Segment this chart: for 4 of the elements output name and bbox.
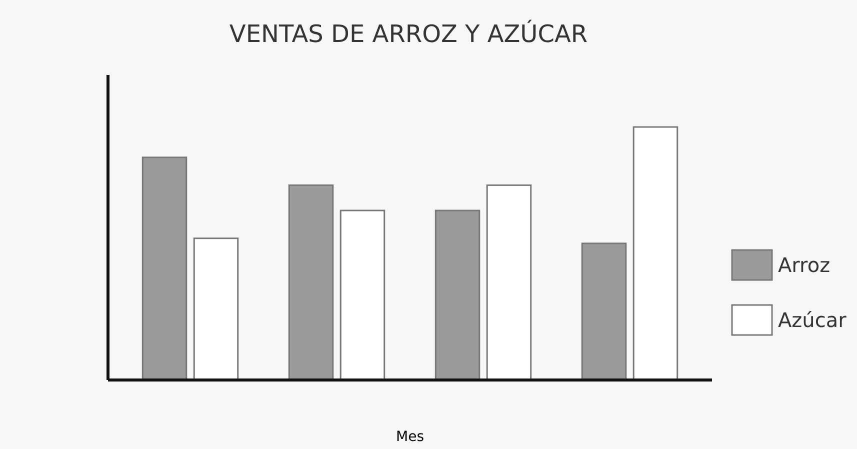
chart-title: VENTAS DE ARROZ Y AZÚCAR — [229, 19, 588, 48]
x-axis-title: Mes — [396, 429, 424, 445]
legend-label: Arroz — [778, 253, 830, 277]
legend-label: Azúcar — [778, 308, 848, 332]
